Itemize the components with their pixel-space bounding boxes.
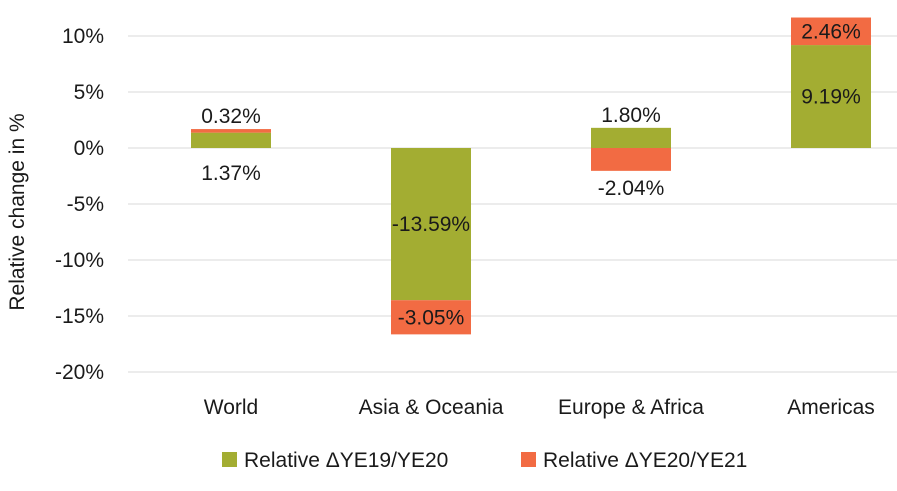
y-tick-label: 5% bbox=[74, 81, 104, 104]
y-tick-label: -20% bbox=[55, 361, 104, 384]
gridlines bbox=[128, 35, 897, 373]
bar-series2 bbox=[791, 17, 871, 46]
category-labels: World Asia & Oceania Europe & Africa Americ… bbox=[204, 396, 875, 419]
bar-series1 bbox=[391, 148, 471, 301]
data-label-series2: -3.05% bbox=[398, 306, 465, 329]
bar-series2 bbox=[391, 300, 471, 335]
legend-label: Relative ΔYE20/YE21 bbox=[543, 449, 747, 472]
category-label: Americas bbox=[787, 396, 875, 419]
data-label-series2: 0.32% bbox=[201, 105, 261, 128]
legend-swatch bbox=[222, 452, 237, 467]
y-tick-label: -5% bbox=[67, 193, 104, 216]
bar-series2 bbox=[591, 148, 671, 171]
data-label-series2: -2.04% bbox=[598, 177, 665, 200]
category-label: Europe & Africa bbox=[558, 396, 704, 419]
y-tick-label: 10% bbox=[62, 25, 104, 48]
category-label: World bbox=[204, 396, 258, 419]
data-label-series1: -13.59% bbox=[392, 213, 470, 236]
y-axis-title: Relative change in % bbox=[6, 113, 29, 310]
bars bbox=[191, 17, 871, 335]
category-label: Asia & Oceania bbox=[359, 396, 504, 419]
bar-series1 bbox=[791, 45, 871, 148]
bar-series1 bbox=[591, 127, 671, 148]
y-tick-label: -15% bbox=[55, 305, 104, 328]
bar-series1 bbox=[191, 132, 271, 148]
data-label-series1: 9.19% bbox=[801, 86, 861, 109]
legend-swatch bbox=[521, 452, 536, 467]
legend: Relative ΔYE19/YE20 Relative ΔYE20/YE21 bbox=[222, 449, 747, 472]
y-tick-label: -10% bbox=[55, 249, 104, 272]
data-label-series1: 1.80% bbox=[601, 104, 661, 127]
legend-label: Relative ΔYE19/YE20 bbox=[244, 449, 448, 472]
data-label-series1: 1.37% bbox=[201, 162, 261, 185]
data-label-series2: 2.46% bbox=[801, 20, 861, 43]
y-axis-ticks: -20% -15% -10% -5% 0% 5% 10% bbox=[55, 25, 104, 384]
bar-series2 bbox=[191, 129, 271, 133]
data-labels: 1.37% 0.32% -13.59% -3.05% 1.80% -2.04% 9.19% 2… bbox=[201, 20, 861, 329]
y-tick-label: 0% bbox=[74, 137, 104, 160]
